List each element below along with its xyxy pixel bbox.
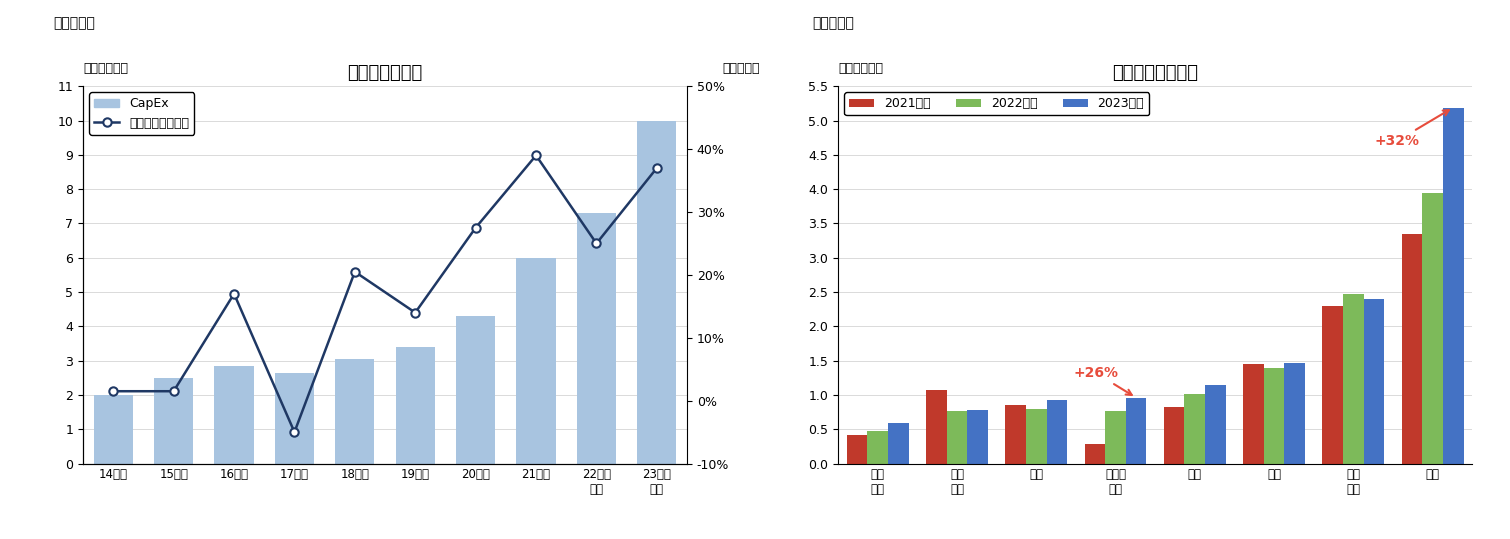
Bar (516, 258, 556, 464)
Bar (1006, 405, 1025, 464)
Bar (926, 390, 947, 464)
Bar (1084, 444, 1105, 464)
Bar (1364, 299, 1385, 464)
Bar (1184, 394, 1205, 464)
Bar (577, 213, 616, 464)
Bar (1164, 407, 1184, 464)
Text: （図表６）: （図表６） (812, 16, 855, 30)
Bar (947, 411, 968, 464)
Text: （前年比）: （前年比） (722, 62, 760, 75)
Bar (335, 359, 374, 464)
Bar (1126, 398, 1146, 464)
Bar (94, 395, 133, 464)
Legend: 2021年度, 2022年度, 2023年度: 2021年度, 2022年度, 2023年度 (844, 93, 1149, 115)
Bar (867, 431, 888, 464)
Bar (1323, 306, 1342, 464)
Bar (888, 423, 909, 464)
Bar (1342, 294, 1364, 464)
Bar (396, 347, 435, 464)
Bar (1025, 409, 1046, 464)
Bar (1285, 363, 1305, 464)
Bar (1264, 368, 1285, 464)
Bar (1444, 107, 1463, 464)
Bar (637, 121, 676, 464)
Bar (1422, 194, 1444, 464)
Title: 政府の資本支出: 政府の資本支出 (347, 64, 423, 82)
Bar (1105, 411, 1126, 464)
Bar (968, 410, 988, 464)
Bar (1401, 234, 1422, 464)
Bar (214, 366, 254, 464)
Bar (847, 435, 867, 464)
Bar (275, 372, 314, 464)
Bar (1046, 400, 1068, 464)
Text: +26%: +26% (1074, 366, 1132, 395)
Bar (1243, 364, 1264, 464)
Bar (1205, 385, 1226, 464)
Title: 主要分野の歳出額: 主要分野の歳出額 (1113, 64, 1197, 82)
Bar (456, 316, 495, 464)
Text: +32%: +32% (1374, 110, 1448, 148)
Text: （兆ルピー）: （兆ルピー） (83, 62, 128, 75)
Text: （図表５）: （図表５） (53, 16, 95, 30)
Legend: CapEx, 伸び率（右目盛）: CapEx, 伸び率（右目盛） (89, 93, 195, 135)
Bar (154, 378, 193, 464)
Text: （兆ルピー）: （兆ルピー） (838, 62, 883, 75)
